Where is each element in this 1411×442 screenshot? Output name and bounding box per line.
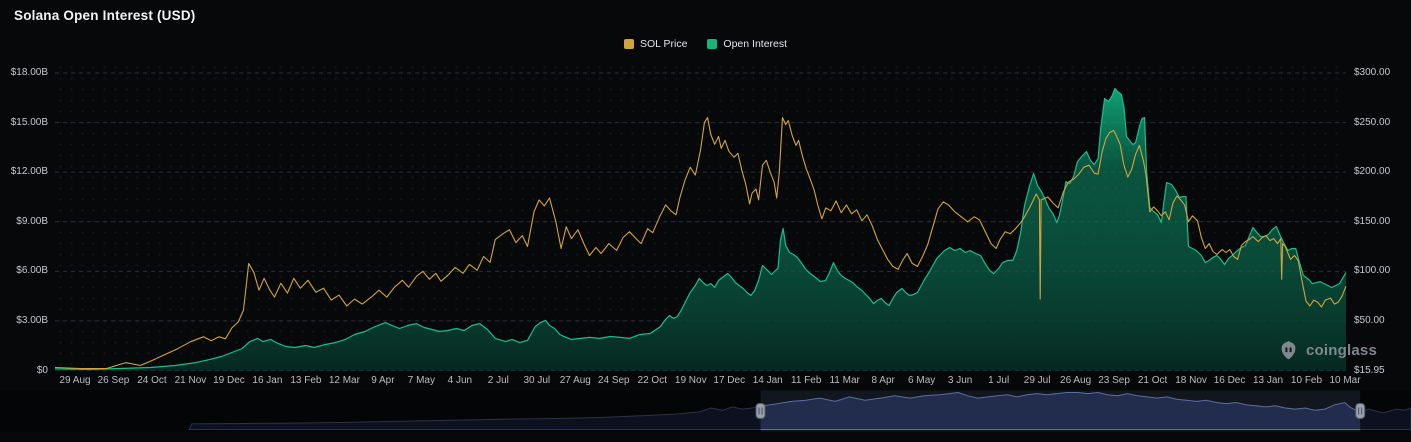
navigator-selection[interactable] <box>760 390 1361 432</box>
navigator-mask-left <box>0 390 761 432</box>
x-axis-tick: 16 Dec <box>1213 375 1246 386</box>
x-axis-tick: 16 Jan <box>252 375 283 386</box>
y-axis-left-tick: $15.00B <box>10 116 48 128</box>
sol-price-swatch-icon <box>623 39 634 49</box>
watermark-text: coinglass <box>1306 341 1377 359</box>
x-axis-tick: 10 Mar <box>1329 375 1361 386</box>
x-axis-tick: 13 Feb <box>290 375 322 386</box>
y-axis-right-tick: $250.00 <box>1354 116 1391 128</box>
x-axis-tick: 30 Jul <box>523 375 551 386</box>
y-axis-left-tick: $18.00B <box>10 67 48 78</box>
open-interest-swatch-icon <box>707 39 718 49</box>
x-axis-tick: 18 Nov <box>1175 375 1207 386</box>
x-axis-tick: 19 Nov <box>674 375 707 386</box>
open-interest-area <box>55 88 1346 371</box>
y-axis-right-tick: $200.00 <box>1354 166 1391 178</box>
x-axis-tick: 13 Jan <box>1253 375 1284 386</box>
x-axis-tick: 24 Oct <box>137 375 167 386</box>
x-axis-tick: 29 Jul <box>1023 375 1051 386</box>
legend-item-sol-price[interactable]: SOL Price <box>623 38 688 50</box>
y-axis-left-tick: $0 <box>36 364 48 376</box>
navigator-handle-right[interactable] <box>1355 403 1366 419</box>
legend-label-sol-price: SOL Price <box>639 38 688 50</box>
x-axis-tick: 14 Jan <box>752 375 783 386</box>
x-axis-tick: 11 Feb <box>791 375 822 386</box>
legend-label-open-interest: Open Interest <box>723 38 788 50</box>
x-axis-tick: 11 Mar <box>829 375 860 386</box>
x-axis-tick: 29 Aug <box>59 375 91 386</box>
y-axis-right-tick: $300.00 <box>1354 67 1391 78</box>
x-axis-tick: 17 Dec <box>713 375 746 386</box>
x-axis-tick: 12 Mar <box>328 375 360 386</box>
x-axis-tick: 1 Jul <box>988 375 1010 386</box>
x-axis-tick: 2 Jul <box>487 375 509 386</box>
x-axis-tick: 21 Nov <box>174 375 207 386</box>
coinglass-logo-icon <box>1281 340 1296 360</box>
navigator-handle-left[interactable] <box>755 403 766 419</box>
page-title: Solana Open Interest (USD) <box>14 8 196 23</box>
x-axis-tick: 8 Apr <box>871 375 895 386</box>
y-axis-left-tick: $3.00B <box>16 314 48 326</box>
x-axis-tick: 27 Aug <box>559 375 591 386</box>
y-axis-left-tick: $9.00B <box>16 215 48 227</box>
y-axis-right-tick: $15.95 <box>1354 364 1385 376</box>
x-axis-tick: 4 Jun <box>447 375 473 386</box>
x-axis-tick: 6 May <box>908 375 936 386</box>
x-axis-tick: 3 Jun <box>947 375 973 386</box>
y-axis-left-tick: $12.00B <box>10 166 48 178</box>
x-axis-tick: 19 Dec <box>213 375 245 386</box>
legend-item-open-interest[interactable]: Open Interest <box>707 38 787 50</box>
sol-price-line <box>54 117 1347 370</box>
open-interest-line <box>54 87 1347 371</box>
chart-legend: SOL Price Open Interest <box>0 38 1411 50</box>
y-axis-right-tick: $150.00 <box>1354 215 1391 227</box>
x-axis-tick: 10 Feb <box>1290 375 1323 386</box>
x-axis-tick: 22 Oct <box>637 375 667 386</box>
y-axis-left-tick: $6.00B <box>16 265 48 277</box>
y-axis-right-tick: $50.00 <box>1354 314 1385 326</box>
navigator[interactable] <box>0 390 1411 432</box>
x-axis-tick: 24 Sep <box>597 375 630 386</box>
coinglass-watermark: coinglass <box>1278 339 1377 361</box>
x-axis-tick: 23 Sep <box>1098 375 1130 386</box>
x-axis-tick: 9 Apr <box>371 375 395 386</box>
x-axis-tick: 7 May <box>407 375 435 386</box>
x-axis-tick: 26 Sep <box>97 375 130 386</box>
x-axis-tick: 21 Oct <box>1137 375 1168 386</box>
navigator-mask-right <box>1360 390 1411 432</box>
y-axis-right-tick: $100.00 <box>1354 265 1391 277</box>
x-axis-tick: 26 Aug <box>1060 375 1092 386</box>
